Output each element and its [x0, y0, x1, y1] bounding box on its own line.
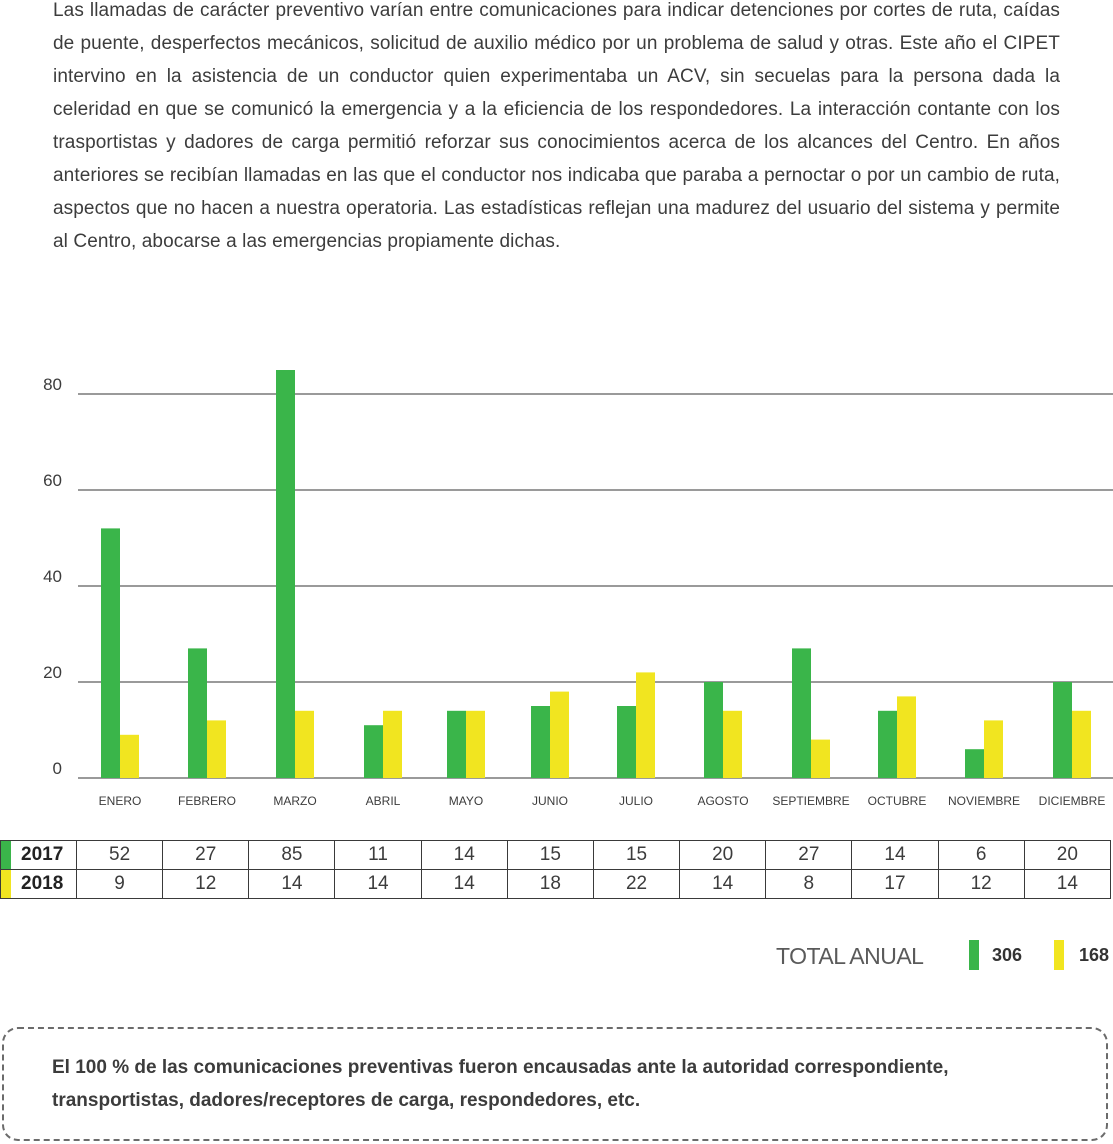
bar-2017-mayo — [447, 710, 466, 778]
bar-2017-enero — [101, 528, 120, 778]
table-cell: 27 — [765, 840, 853, 870]
bar-2018-diciembre — [1072, 710, 1091, 778]
x-tick-label: ENERO — [99, 794, 142, 808]
table-cell: 14 — [334, 869, 422, 899]
table-cell: 18 — [506, 869, 594, 899]
table-row-2017: 2017 52 27 85 11 14 15 15 20 27 14 6 20 — [0, 840, 1112, 870]
x-tick-label: NOVIEMBRE — [948, 794, 1020, 808]
x-tick-label: SEPTIEMBRE — [772, 794, 849, 808]
legend-swatch-2018 — [1, 870, 11, 898]
y-tick-label: 20 — [43, 663, 62, 682]
x-tick-label: DICIEMBRE — [1039, 794, 1106, 808]
bar-2017-noviembre — [965, 749, 984, 778]
table-cell: 14 — [248, 869, 336, 899]
table-cell: 12 — [937, 869, 1025, 899]
bar-2017-diciembre — [1053, 682, 1072, 778]
bar-2018-mayo — [466, 710, 485, 778]
x-tick-label: JULIO — [619, 794, 653, 808]
bar-2018-enero — [120, 734, 139, 778]
row-label-2017: 2017 — [0, 840, 77, 870]
table-cell: 14 — [679, 869, 767, 899]
table-cell: 27 — [162, 840, 250, 870]
table-cell: 14 — [420, 869, 508, 899]
table-cell: 22 — [592, 869, 681, 899]
table-cell: 15 — [592, 840, 681, 870]
bar-2017-julio — [617, 706, 636, 778]
table-cell: 9 — [75, 869, 164, 899]
table-cell: 6 — [937, 840, 1025, 870]
bar-2017-marzo — [276, 370, 295, 778]
table-cell: 14 — [851, 840, 939, 870]
table-cell: 14 — [420, 840, 508, 870]
monthly-bar-chart: 0 20 40 60 80 ENERO FEBRERO MARZO ABRIL MAYO JUNIO… — [43, 370, 1113, 808]
total-swatch-2018 — [1054, 940, 1064, 970]
total-value-2017: 306 — [992, 945, 1023, 965]
bar-2018-julio — [636, 672, 655, 778]
bar-2018-junio — [550, 691, 569, 778]
x-tick-label: MAYO — [449, 794, 483, 808]
bar-2017-septiembre — [792, 648, 811, 778]
bar-2018-agosto — [723, 710, 742, 778]
y-tick-label: 0 — [53, 759, 62, 778]
bar-2017-octubre — [878, 710, 897, 778]
table-cell: 11 — [334, 840, 422, 870]
bar-2018-octubre — [897, 696, 916, 778]
bar-2018-febrero — [207, 720, 226, 778]
table-cell: 8 — [765, 869, 853, 899]
table-row-2018: 2018 9 12 14 14 14 18 22 14 8 17 12 14 — [0, 869, 1112, 899]
y-tick-label: 60 — [43, 471, 62, 490]
y-tick-label: 40 — [43, 567, 62, 586]
table-cell: 15 — [506, 840, 594, 870]
annual-total-label: TOTAL ANUAL — [776, 943, 924, 969]
y-tick-label: 80 — [43, 375, 62, 394]
total-swatch-2017 — [969, 940, 979, 970]
bar-2017-abril — [364, 725, 383, 778]
bar-2017-agosto — [704, 682, 723, 778]
bar-2018-septiembre — [811, 739, 830, 778]
bar-2017-junio — [531, 706, 550, 778]
legend-swatch-2017 — [1, 841, 11, 869]
bar-2018-noviembre — [984, 720, 1003, 778]
annual-total: TOTAL ANUAL 306 168 — [0, 940, 1113, 980]
note-text: El 100 % de las comunicaciones preventiv… — [52, 1057, 949, 1111]
bar-2017-febrero — [188, 648, 207, 778]
table-cell: 17 — [851, 869, 939, 899]
x-tick-label: AGOSTO — [697, 794, 748, 808]
intro-paragraph: Las llamadas de carácter preventivo varí… — [53, 0, 1060, 252]
table-cell: 20 — [679, 840, 767, 870]
table-cell: 14 — [1023, 869, 1112, 899]
x-tick-label: FEBRERO — [178, 794, 236, 808]
x-tick-label: ABRIL — [366, 794, 401, 808]
note-box: El 100 % de las comunicaciones preventiv… — [2, 1027, 1108, 1141]
total-value-2018: 168 — [1079, 945, 1110, 965]
table-cell: 85 — [248, 840, 336, 870]
row-label-2018: 2018 — [0, 869, 77, 899]
bar-2018-marzo — [295, 710, 314, 778]
bar-2018-abril — [383, 710, 402, 778]
x-tick-label: MARZO — [273, 794, 316, 808]
table-cell: 52 — [75, 840, 164, 870]
table-cell: 12 — [162, 869, 250, 899]
data-table: 2017 52 27 85 11 14 15 15 20 27 14 6 20 … — [0, 840, 1112, 899]
x-tick-label: OCTUBRE — [868, 794, 927, 808]
x-tick-label: JUNIO — [532, 794, 568, 808]
table-cell: 20 — [1023, 840, 1112, 870]
